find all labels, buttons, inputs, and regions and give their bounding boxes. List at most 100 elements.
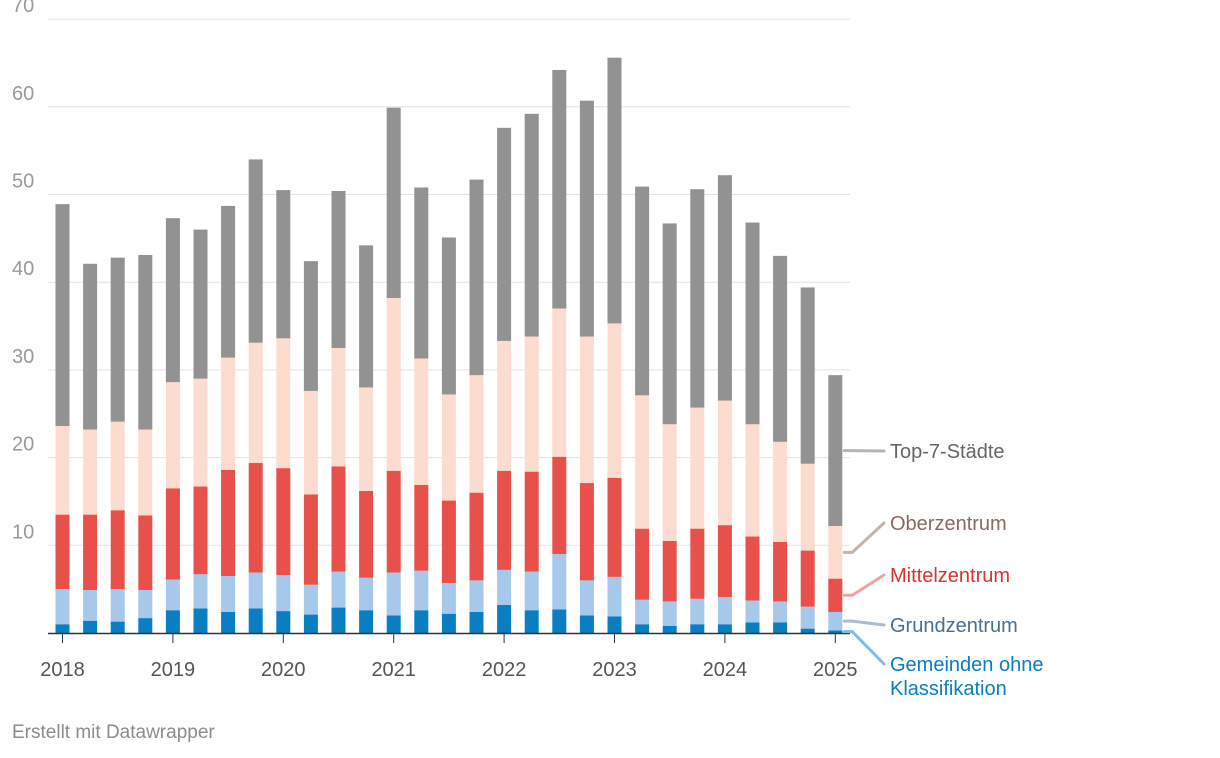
bar-segment (579, 580, 594, 616)
bar-segment (579, 100, 594, 337)
bar-segment (110, 510, 125, 590)
bar-segment (717, 624, 732, 633)
bar-segment (55, 204, 70, 427)
bar-segment (552, 308, 567, 457)
bar-segment (828, 611, 843, 631)
y-tick-label: 50 (12, 171, 34, 193)
bar-segment (717, 175, 732, 401)
bar-segment (800, 606, 815, 629)
bar-segment (552, 456, 567, 555)
bar-segment (331, 190, 346, 348)
bar-segment (690, 624, 705, 633)
bar-segment (55, 426, 70, 515)
bar-segment (138, 429, 153, 516)
bar-segment (717, 400, 732, 526)
bar-segment (276, 468, 291, 576)
bar-segment (193, 574, 208, 609)
bar-segment (635, 599, 650, 625)
y-tick-label: 40 (12, 258, 34, 280)
bar-segment (303, 584, 318, 615)
bar-segment (690, 407, 705, 529)
bar-segment (497, 604, 512, 633)
bar-segment (635, 186, 650, 396)
bar-segment (662, 601, 677, 626)
bar-segment (386, 572, 401, 616)
bar-segment (303, 390, 318, 495)
bar-segment (414, 484, 429, 571)
x-tick-label: 2022 (482, 659, 527, 681)
bar-segment (110, 257, 125, 422)
bars (55, 57, 843, 633)
bar-segment (138, 618, 153, 633)
bar-segment (524, 610, 539, 633)
bar-segment (303, 261, 318, 391)
bar-segment (303, 494, 318, 585)
bar-segment (331, 466, 346, 572)
bar-segment (276, 190, 291, 339)
bar-segment (607, 323, 622, 478)
bar-segment (55, 589, 70, 625)
bar-segment (441, 394, 456, 501)
bar-segment (83, 514, 98, 591)
bar-segment (386, 470, 401, 573)
bar-segment (579, 483, 594, 581)
bar-segment (497, 127, 512, 341)
bar-segment (221, 469, 236, 576)
bar-segment (773, 255, 788, 442)
bar-segment (331, 571, 346, 608)
bar-segment (800, 463, 815, 551)
bar-segment (55, 624, 70, 633)
bar-segment (386, 107, 401, 298)
bar-segment (635, 528, 650, 600)
credit-footer: Erstellt mit Datawrapper (12, 722, 215, 743)
y-axis-tick-labels: 10 20 30 40 50 60 70 (12, 0, 34, 543)
bar-segment (773, 441, 788, 542)
bar-segment (110, 421, 125, 511)
bar-segment (441, 583, 456, 614)
series-label: Oberzentrum (890, 513, 1007, 535)
bar-segment (248, 159, 263, 343)
y-tick-label: 70 (12, 0, 34, 17)
bar-segment (745, 424, 760, 537)
bar-segment (414, 187, 429, 359)
series-label: Mittelzentrum (890, 565, 1010, 587)
bar-segment (414, 358, 429, 485)
bar-segment (359, 245, 374, 388)
bar-segment (386, 615, 401, 633)
bar-segment (497, 569, 512, 605)
bar-segment (138, 515, 153, 591)
bar-segment (662, 223, 677, 425)
bar-segment (248, 342, 263, 463)
bar-segment (690, 528, 705, 599)
bar-segment (83, 263, 98, 430)
bar-segment (138, 590, 153, 619)
bar-segment (828, 578, 843, 612)
x-tick-label: 2024 (703, 659, 748, 681)
bar-segment (828, 526, 843, 579)
x-tick-label: 2025 (813, 659, 858, 681)
x-tick-label: 2023 (592, 659, 637, 681)
bar-segment (165, 218, 180, 383)
bar-segment (745, 622, 760, 633)
y-tick-label: 30 (12, 346, 34, 368)
label-connector (842, 521, 886, 554)
bar-segment (83, 620, 98, 633)
bar-segment (441, 500, 456, 584)
bar-segment (828, 375, 843, 527)
bar-segment (607, 477, 622, 577)
bar-segment (165, 382, 180, 489)
bar-segment (607, 616, 622, 633)
y-tick-label: 20 (12, 434, 34, 456)
bar-segment (359, 610, 374, 633)
label-connector (842, 619, 886, 627)
bar-segment (248, 572, 263, 609)
bar-segment (717, 597, 732, 625)
bar-segment (248, 608, 263, 633)
bar-segment (193, 378, 208, 487)
bar-segment (690, 598, 705, 625)
bar-segment (469, 492, 484, 581)
bar-segment (331, 347, 346, 467)
bar-segment (662, 540, 677, 602)
bar-segment (469, 375, 484, 493)
